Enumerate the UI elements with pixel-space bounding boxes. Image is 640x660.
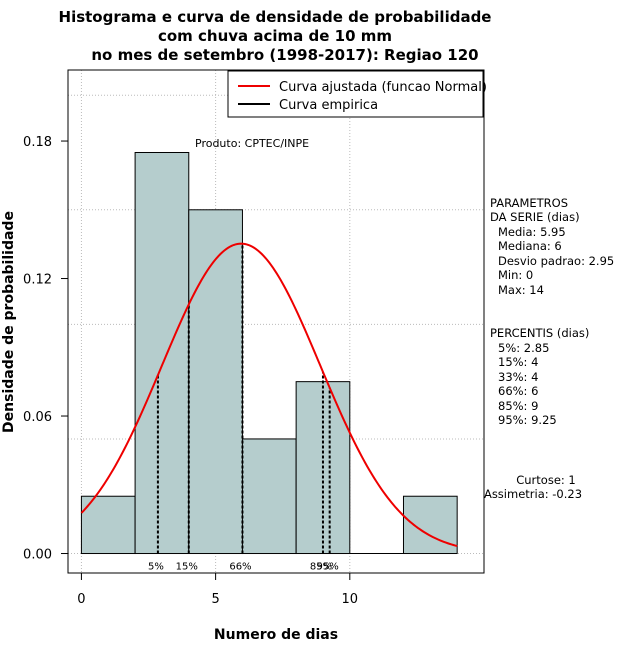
y-tick-label: 0.12 bbox=[23, 273, 52, 288]
y-tick-label: 0.00 bbox=[23, 548, 52, 563]
legend-label-curve: Curva ajustada (funcao Normal) bbox=[279, 80, 487, 95]
x-tick-label: 10 bbox=[342, 592, 359, 607]
parametros-line: Media: 5.95 bbox=[498, 225, 566, 239]
percentile-label: 85% bbox=[310, 562, 332, 573]
y-axis-title: Densidade de probabilidade bbox=[1, 211, 17, 433]
parametros-panel: PARAMETROS DA SERIE (dias) Media: 5.95 M… bbox=[490, 196, 614, 297]
percentile-label: 66% bbox=[229, 562, 251, 573]
x-tick-label: 0 bbox=[77, 592, 85, 607]
parametros-header-2: DA SERIE (dias) bbox=[490, 210, 580, 224]
plot-frame bbox=[67, 69, 485, 574]
x-axis-title: Numero de dias bbox=[214, 627, 338, 643]
percentis-panel: PERCENTIS (dias) 5%: 2.85 15%: 4 33%: 4 … bbox=[490, 326, 589, 427]
parametros-line: Desvio padrao: 2.95 bbox=[498, 254, 614, 268]
y-tick-label: 0.06 bbox=[23, 410, 52, 425]
x-axis: 0 5 10 bbox=[77, 573, 358, 607]
percentile-label: 5% bbox=[148, 562, 164, 573]
chart-title-line-1: Histograma e curva de densidade de proba… bbox=[59, 8, 492, 26]
percentis-header: PERCENTIS (dias) bbox=[490, 326, 589, 340]
histogram-bar bbox=[188, 209, 243, 555]
percentis-line: 5%: 2.85 bbox=[498, 341, 549, 355]
percentile-lines: 5% 15% 66% 85%95% bbox=[148, 243, 339, 573]
product-annotation: Produto: CPTEC/INPE bbox=[195, 137, 309, 150]
percentis-line: 66%: 6 bbox=[498, 384, 538, 398]
percentis-line: 15%: 4 bbox=[498, 355, 538, 369]
chart-title-line-3: no mes de setembro (1998-2017): Regiao 1… bbox=[91, 46, 478, 64]
percentile-label: 95% bbox=[317, 562, 339, 573]
legend-label-empirical: Curva empirica bbox=[279, 98, 378, 113]
parametros-header-1: PARAMETROS bbox=[490, 196, 568, 210]
parametros-line: Mediana: 6 bbox=[498, 239, 562, 253]
percentis-line: 85%: 9 bbox=[498, 399, 538, 413]
histogram-bar bbox=[134, 151, 190, 555]
legend: Curva ajustada (funcao Normal) Curva emp… bbox=[227, 70, 487, 118]
chart-title-line-2: com chuva acima de 10 mm bbox=[158, 27, 392, 45]
normal-curve-line bbox=[80, 242, 458, 548]
histogram-bar bbox=[402, 495, 458, 555]
shape-stats-panel: Curtose: 1 Assimetria: -0.23 bbox=[484, 473, 582, 501]
y-tick-label: 0.18 bbox=[23, 135, 52, 150]
histogram-bars bbox=[80, 151, 458, 555]
histogram-bar bbox=[80, 495, 136, 555]
percentis-line: 95%: 9.25 bbox=[498, 413, 557, 427]
chart-title: Histograma e curva de densidade de proba… bbox=[59, 8, 492, 64]
histogram-bar bbox=[241, 438, 297, 555]
kurtosis-text: Curtose: 1 bbox=[516, 473, 576, 487]
parametros-line: Max: 14 bbox=[498, 283, 544, 297]
percentis-line: 33%: 4 bbox=[498, 370, 538, 384]
skewness-text: Assimetria: -0.23 bbox=[484, 487, 582, 501]
parametros-line: Min: 0 bbox=[498, 268, 533, 282]
y-axis: 0.00 0.06 0.12 0.18 bbox=[23, 135, 68, 563]
percentile-label: 15% bbox=[176, 562, 198, 573]
x-tick-label: 5 bbox=[211, 592, 219, 607]
normal-curve bbox=[80, 242, 458, 548]
legend-box bbox=[227, 70, 484, 118]
